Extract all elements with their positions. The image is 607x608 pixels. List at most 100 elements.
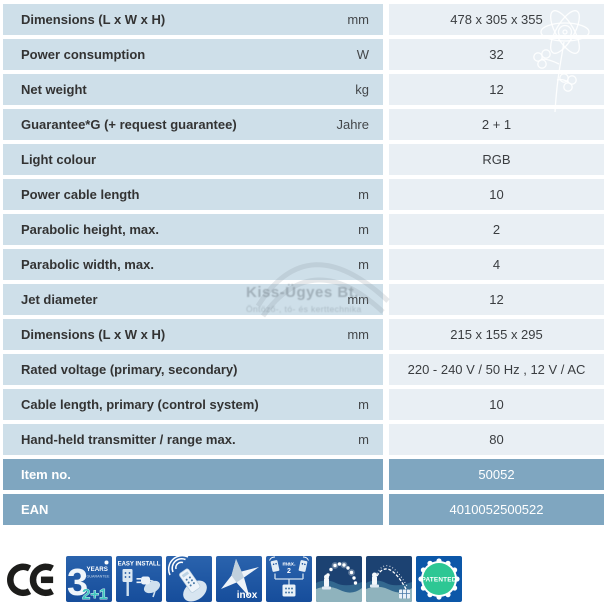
easy-install-label: EASY INSTALL: [118, 562, 161, 568]
table-row: Rated voltage (primary, secondary) 220 -…: [3, 354, 604, 385]
max-2-remotes-badge: max. 2: [266, 556, 312, 602]
guarantee-years-label: YEARS: [87, 566, 108, 573]
guarantee-subtitle-label: GUARANTEE: [87, 575, 110, 579]
spec-label-cell: Parabolic width, max. m: [3, 249, 383, 280]
table-row: Guarantee*G (+ request guarantee) Jahre …: [3, 109, 604, 140]
spec-label-cell: Dimensions (L x W x H) mm: [3, 319, 383, 350]
spec-unit: kg: [355, 82, 369, 97]
spec-value: 220 - 240 V / 50 Hz , 12 V / AC: [407, 362, 586, 377]
spec-label: Hand-held transmitter / range max.: [21, 432, 236, 447]
guarantee-big-number: 3: [67, 562, 88, 602]
spec-value-cell: 215 x 155 x 295: [389, 319, 604, 350]
spec-label: Dimensions (L x W x H): [21, 327, 166, 342]
spec-label: Parabolic height, max.: [21, 222, 159, 237]
spec-label-cell: Dimensions (L x W x H) mm: [3, 4, 383, 35]
spec-value: 215 x 155 x 295: [450, 327, 543, 342]
spec-label: Jet diameter: [21, 292, 98, 307]
guarantee-bonus-label: 2+1: [82, 586, 107, 602]
spec-label: Power consumption: [21, 47, 146, 62]
spec-value: 12: [489, 292, 504, 307]
spec-label: Light colour: [21, 152, 97, 167]
spec-label-cell: Rated voltage (primary, secondary): [3, 354, 383, 385]
spec-value: 10: [489, 187, 504, 202]
certification-badge-strip: YEARS GUARANTEE 3 2+1 EASY INSTALL: [6, 556, 462, 602]
table-row: Light colour RGB: [3, 144, 604, 175]
spec-label: EAN: [21, 502, 49, 517]
spec-value-cell: 2 + 1: [389, 109, 604, 140]
spec-value-cell: 10: [389, 179, 604, 210]
spec-label-cell: Guarantee*G (+ request guarantee) Jahre: [3, 109, 383, 140]
spec-label-cell: Net weight kg: [3, 74, 383, 105]
spec-label: Power cable length: [21, 187, 140, 202]
table-row: Power cable length m 10: [3, 179, 604, 210]
spec-unit: m: [358, 397, 369, 412]
spec-unit: mm: [347, 292, 369, 307]
spec-value: RGB: [482, 152, 511, 167]
spec-label-cell: Item no.: [3, 459, 383, 490]
fountain-light-arc-badge: [316, 556, 362, 602]
spec-unit: m: [358, 187, 369, 202]
spec-label-cell: Power consumption W: [3, 39, 383, 70]
spec-unit: m: [358, 222, 369, 237]
spec-label: Net weight: [21, 82, 87, 97]
ce-mark-icon: [6, 557, 58, 601]
spec-value: 4: [492, 257, 501, 272]
spec-unit: W: [356, 47, 369, 62]
spec-label: Dimensions (L x W x H): [21, 12, 166, 27]
spec-value: 12: [489, 82, 504, 97]
table-row-ean: EAN 4010052500522: [3, 494, 604, 525]
easy-install-badge: EASY INSTALL: [116, 556, 162, 602]
spec-value: 478 x 305 x 355: [450, 12, 543, 27]
spec-label: Parabolic width, max.: [21, 257, 154, 272]
spec-unit: mm: [347, 12, 369, 27]
spec-value: 50052: [478, 467, 515, 482]
spec-value-cell: 32: [389, 39, 604, 70]
max-label: max.: [282, 562, 296, 568]
table-row: Power consumption W 32: [3, 39, 604, 70]
spec-label: Guarantee*G (+ request guarantee): [21, 117, 237, 132]
table-row: Cable length, primary (control system) m…: [3, 389, 604, 420]
inox-label: inox: [237, 590, 258, 601]
spec-value-cell: 2: [389, 214, 604, 245]
inox-badge: inox: [216, 556, 262, 602]
spec-value-cell: 80: [389, 424, 604, 455]
spec-unit: mm: [347, 327, 369, 342]
spec-value-cell: 12: [389, 74, 604, 105]
spec-table: Dimensions (L x W x H) mm 478 x 305 x 35…: [3, 4, 604, 525]
max-count: 2: [287, 568, 291, 575]
spec-value: 80: [489, 432, 504, 447]
spec-value-cell: 50052: [389, 459, 604, 490]
spec-value: 2 + 1: [481, 117, 512, 132]
table-row: Parabolic width, max. m 4: [3, 249, 604, 280]
spec-unit: m: [358, 432, 369, 447]
spec-unit: Jahre: [336, 117, 369, 132]
spec-label-cell: Cable length, primary (control system) m: [3, 389, 383, 420]
spec-value: 4010052500522: [449, 502, 544, 517]
spec-label: Rated voltage (primary, secondary): [21, 362, 238, 377]
spec-value-cell: RGB: [389, 144, 604, 175]
spec-value-cell: 4010052500522: [389, 494, 604, 525]
spec-value-cell: 478 x 305 x 355: [389, 4, 604, 35]
spec-value: 32: [489, 47, 504, 62]
spec-value-cell: 4: [389, 249, 604, 280]
guarantee-3-years-badge: YEARS GUARANTEE 3 2+1: [66, 556, 112, 602]
fountain-jet-arc-badge: [366, 556, 412, 602]
patented-label: PATENTED: [421, 577, 456, 584]
spec-label-cell: EAN: [3, 494, 383, 525]
spec-label: Cable length, primary (control system): [21, 397, 259, 412]
spec-label-cell: Power cable length m: [3, 179, 383, 210]
spec-value-cell: 220 - 240 V / 50 Hz , 12 V / AC: [389, 354, 604, 385]
patented-badge: PATENTED: [416, 556, 462, 602]
spec-label-cell: Jet diameter mm: [3, 284, 383, 315]
table-row: Dimensions (L x W x H) mm 215 x 155 x 29…: [3, 319, 604, 350]
spec-unit: m: [358, 257, 369, 272]
remote-control-badge: [166, 556, 212, 602]
table-row: Net weight kg 12: [3, 74, 604, 105]
table-row: Dimensions (L x W x H) mm 478 x 305 x 35…: [3, 4, 604, 35]
spec-value-cell: 10: [389, 389, 604, 420]
table-row: Hand-held transmitter / range max. m 80: [3, 424, 604, 455]
spec-label-cell: Parabolic height, max. m: [3, 214, 383, 245]
spec-value-cell: 12: [389, 284, 604, 315]
table-row-item-no: Item no. 50052: [3, 459, 604, 490]
spec-label-cell: Hand-held transmitter / range max. m: [3, 424, 383, 455]
